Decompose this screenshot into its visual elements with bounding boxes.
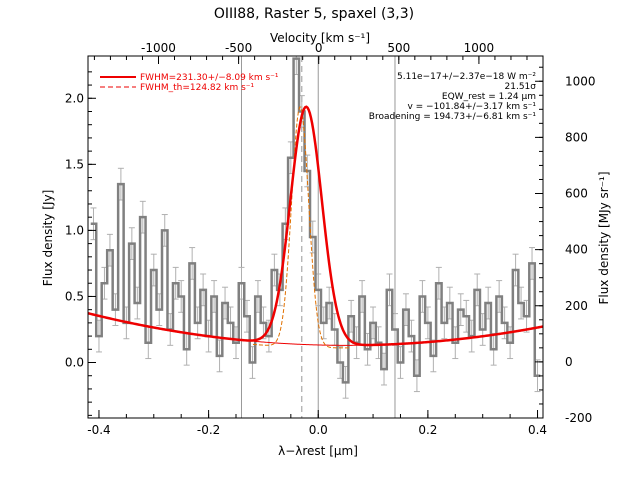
y-tick-label: 0.5 [65,289,84,303]
gaussian-fit-curve [88,105,543,347]
plot-frame [87,55,544,419]
y-axis-label: Flux density [Jy] [41,190,55,287]
chart-title: OIII88, Raster 5, spaxel (3,3) [214,6,414,22]
right-tick-label: 0 [565,355,573,369]
x-tick-label: 0.0 [309,423,328,437]
axis-ticks: -0.4 -0.2 0.0 0.2 0.4 0.0 0.5 1.0 1.5 2.0 -200 0 200… [65,41,596,437]
x-tick-label: -0.2 [197,423,220,437]
top-tick-label: -1000 [141,41,176,55]
y-tick-label: 1.0 [65,223,84,237]
flux-step-line [90,57,541,384]
right-tick-label: 1000 [565,74,596,88]
velocity-guide-lines [240,56,396,418]
top-tick-label: -500 [225,41,252,55]
right-tick-label: 600 [565,187,588,201]
fit-curves [88,105,543,349]
top-axis-label: Velocity [km s⁻¹] [270,31,370,45]
top-tick-label: 1000 [464,41,495,55]
legend-fwhm-th: FWHM_th=124.82 km s⁻¹ [140,83,255,93]
fit-annotations: 5.11e−17+/−2.37e−18 W m⁻² 21.51σ EQW_res… [369,72,537,122]
data-series [90,57,541,384]
x-axis-label: λ−λrest [μm] [278,444,358,458]
top-tick-label: 500 [387,41,410,55]
annotation-eqw: EQW_rest = 1.24 μm [442,92,536,102]
right-tick-label: -200 [565,411,592,425]
y-tick-label: 0.0 [65,356,84,370]
top-tick-label: 0 [315,41,323,55]
right-tick-label: 800 [565,130,588,144]
x-tick-label: -0.4 [87,423,110,437]
x-tick-label: 0.2 [418,423,437,437]
right-tick-label: 200 [565,299,588,313]
y-tick-label: 1.5 [65,157,84,171]
legend: FWHM=231.30+/−8.09 km s⁻¹ FWHM_th=124.82… [100,73,279,93]
y-tick-label: 2.0 [65,91,84,105]
right-axis-label: Flux density [MJy sr⁻¹] [597,171,611,304]
annotation-velocity: v = −101.84+/−3.17 km s⁻¹ [407,102,536,112]
annotation-snr: 21.51σ [505,82,537,92]
x-tick-label: 0.4 [528,423,547,437]
annotation-broadening: Broadening = 194.73+/−6.81 km s⁻¹ [369,112,537,122]
legend-fwhm: FWHM=231.30+/−8.09 km s⁻¹ [140,73,279,83]
annotation-flux: 5.11e−17+/−2.37e−18 W m⁻² [397,72,536,82]
right-tick-label: 400 [565,243,588,257]
